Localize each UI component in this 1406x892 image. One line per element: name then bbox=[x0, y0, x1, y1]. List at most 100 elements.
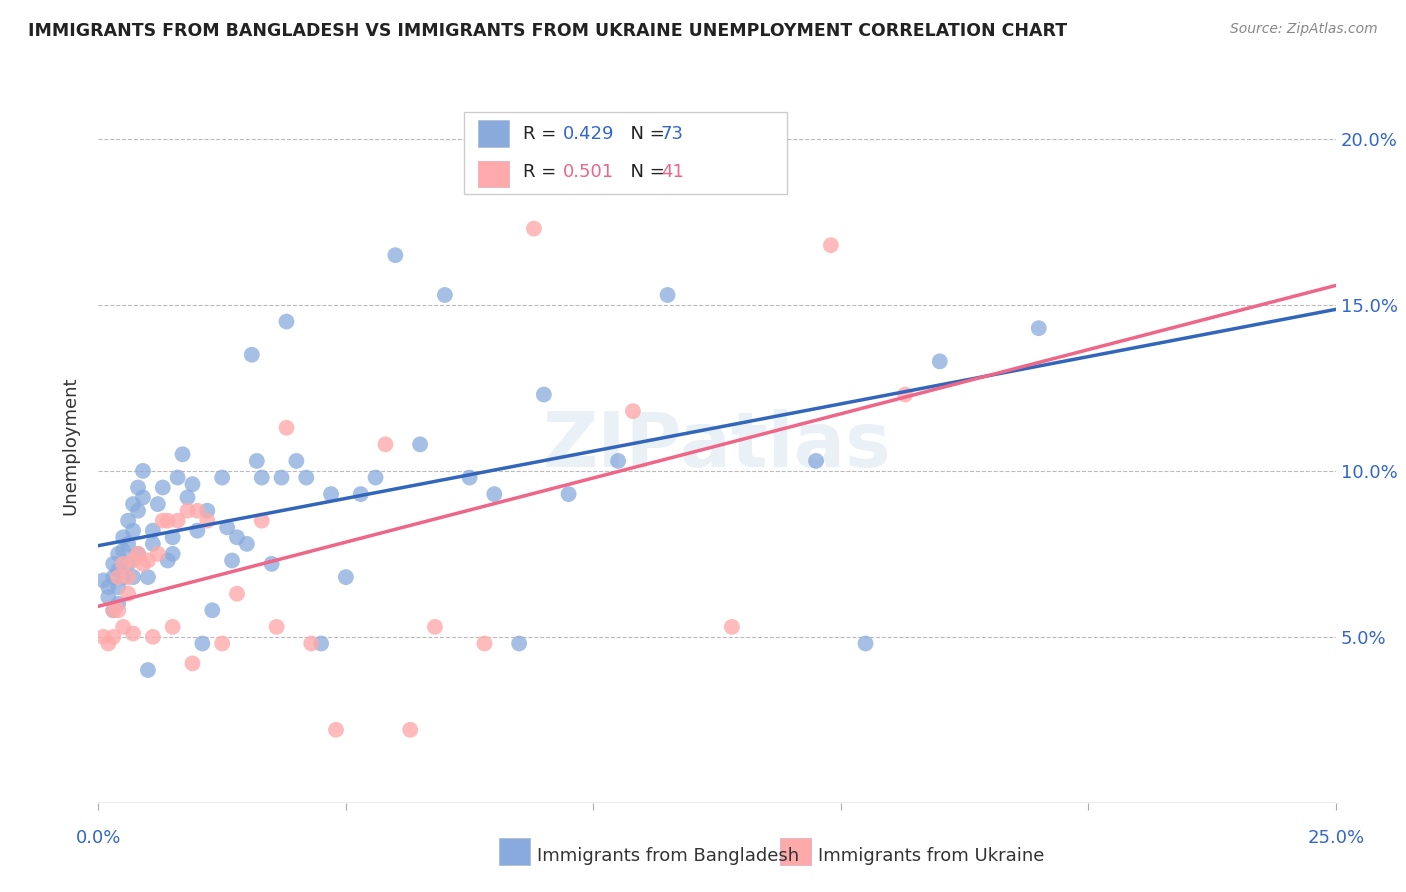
Point bbox=[112, 543, 135, 558]
Point bbox=[211, 470, 233, 484]
Point bbox=[97, 590, 120, 604]
Point bbox=[107, 603, 129, 617]
Point bbox=[97, 636, 120, 650]
Text: 73: 73 bbox=[661, 125, 683, 143]
Point bbox=[309, 636, 332, 650]
Point bbox=[721, 620, 744, 634]
Point bbox=[122, 570, 145, 584]
Point bbox=[364, 470, 387, 484]
Point bbox=[107, 597, 129, 611]
Point bbox=[176, 491, 198, 505]
Point bbox=[186, 524, 208, 538]
Point bbox=[433, 288, 456, 302]
Point bbox=[181, 657, 204, 671]
Point bbox=[117, 587, 139, 601]
Point bbox=[142, 524, 165, 538]
Point bbox=[117, 537, 139, 551]
Point bbox=[270, 470, 292, 484]
Point bbox=[285, 454, 308, 468]
Point bbox=[195, 514, 218, 528]
Point bbox=[325, 723, 347, 737]
Point bbox=[226, 587, 249, 601]
Point bbox=[97, 580, 120, 594]
Point bbox=[142, 537, 165, 551]
Text: 0.501: 0.501 bbox=[562, 163, 613, 181]
Point bbox=[107, 547, 129, 561]
Text: 41: 41 bbox=[661, 163, 683, 181]
Point bbox=[127, 547, 149, 561]
Point bbox=[607, 454, 630, 468]
Text: Immigrants from Bangladesh: Immigrants from Bangladesh bbox=[537, 847, 799, 865]
Text: R =: R = bbox=[523, 163, 562, 181]
Point bbox=[384, 248, 406, 262]
Point bbox=[122, 626, 145, 640]
Point bbox=[132, 464, 155, 478]
Point bbox=[93, 630, 115, 644]
Point bbox=[295, 470, 318, 484]
Point bbox=[484, 487, 506, 501]
Point bbox=[136, 570, 159, 584]
Text: 0.429: 0.429 bbox=[562, 125, 614, 143]
Point bbox=[132, 557, 155, 571]
Point bbox=[474, 636, 496, 650]
Y-axis label: Unemployment: Unemployment bbox=[62, 376, 80, 516]
Point bbox=[226, 530, 249, 544]
Point bbox=[523, 221, 546, 235]
Text: 0.0%: 0.0% bbox=[76, 830, 121, 847]
Text: N =: N = bbox=[619, 163, 671, 181]
Point bbox=[250, 470, 273, 484]
Point bbox=[162, 530, 184, 544]
Point bbox=[127, 504, 149, 518]
Text: IMMIGRANTS FROM BANGLADESH VS IMMIGRANTS FROM UKRAINE UNEMPLOYMENT CORRELATION C: IMMIGRANTS FROM BANGLADESH VS IMMIGRANTS… bbox=[28, 22, 1067, 40]
Point bbox=[93, 574, 115, 588]
Point bbox=[152, 481, 174, 495]
Point bbox=[276, 421, 298, 435]
Point bbox=[240, 348, 263, 362]
Point bbox=[172, 447, 194, 461]
Point bbox=[181, 477, 204, 491]
Point bbox=[103, 603, 125, 617]
Point bbox=[335, 570, 357, 584]
Point bbox=[166, 514, 188, 528]
Point bbox=[103, 630, 125, 644]
Point bbox=[236, 537, 259, 551]
Point bbox=[162, 547, 184, 561]
Text: Immigrants from Ukraine: Immigrants from Ukraine bbox=[818, 847, 1045, 865]
Point bbox=[127, 481, 149, 495]
Point bbox=[112, 530, 135, 544]
Point bbox=[246, 454, 269, 468]
Point bbox=[894, 387, 917, 401]
Point bbox=[621, 404, 644, 418]
Point bbox=[103, 603, 125, 617]
Point bbox=[156, 514, 179, 528]
Point bbox=[166, 470, 188, 484]
Point bbox=[112, 620, 135, 634]
Point bbox=[266, 620, 288, 634]
Point bbox=[657, 288, 679, 302]
Point bbox=[374, 437, 396, 451]
Point bbox=[1028, 321, 1050, 335]
Point bbox=[508, 636, 530, 650]
Point bbox=[127, 547, 149, 561]
Point bbox=[533, 387, 555, 401]
Point bbox=[399, 723, 422, 737]
Point bbox=[260, 557, 283, 571]
Point bbox=[458, 470, 481, 484]
Point bbox=[112, 557, 135, 571]
Point bbox=[132, 491, 155, 505]
Text: ZIPatlas: ZIPatlas bbox=[543, 409, 891, 483]
Point bbox=[299, 636, 322, 650]
Point bbox=[122, 497, 145, 511]
Point bbox=[276, 314, 298, 328]
Point bbox=[156, 553, 179, 567]
Point bbox=[136, 553, 159, 567]
Point bbox=[122, 553, 145, 567]
Point bbox=[423, 620, 446, 634]
Point bbox=[117, 514, 139, 528]
Point bbox=[162, 620, 184, 634]
Point bbox=[107, 580, 129, 594]
Text: R =: R = bbox=[523, 125, 562, 143]
Point bbox=[221, 553, 243, 567]
Text: N =: N = bbox=[619, 125, 671, 143]
Point bbox=[557, 487, 579, 501]
